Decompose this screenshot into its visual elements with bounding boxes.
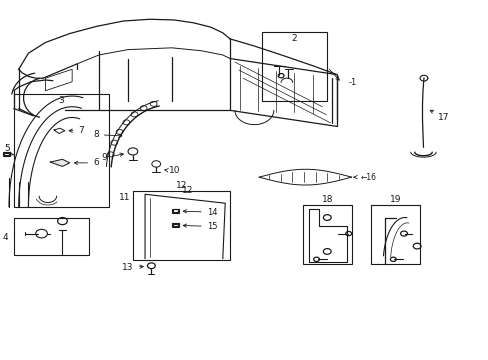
Text: -1: -1 (347, 78, 356, 87)
Text: 5: 5 (4, 144, 10, 153)
Text: 14: 14 (183, 208, 217, 217)
Text: 12: 12 (176, 181, 187, 190)
Bar (14, 94, 108, 207)
Text: 15: 15 (183, 222, 217, 231)
Text: 19: 19 (389, 195, 400, 204)
Bar (261, 32, 326, 102)
Text: 18: 18 (321, 195, 332, 204)
Text: 8: 8 (93, 130, 122, 139)
Bar (171, 223, 179, 227)
Bar (133, 191, 230, 260)
Text: 6: 6 (74, 158, 99, 167)
Bar (4, 153, 9, 155)
Bar (172, 224, 178, 226)
Text: 7: 7 (69, 126, 84, 135)
Text: 2: 2 (291, 35, 297, 44)
Text: 10: 10 (169, 166, 181, 175)
Text: 12: 12 (181, 185, 192, 194)
Text: ←16: ←16 (353, 173, 376, 182)
Bar (172, 209, 178, 212)
Bar (14, 217, 89, 255)
Bar (370, 205, 419, 264)
Text: 3: 3 (58, 96, 64, 105)
Text: 17: 17 (429, 110, 448, 122)
Text: 4: 4 (3, 233, 8, 242)
Bar (3, 152, 10, 156)
Bar (303, 205, 351, 264)
Text: 9: 9 (102, 153, 107, 162)
Text: 13: 13 (122, 263, 134, 272)
Text: 11: 11 (119, 193, 130, 202)
Bar (171, 208, 179, 213)
Polygon shape (50, 159, 70, 166)
